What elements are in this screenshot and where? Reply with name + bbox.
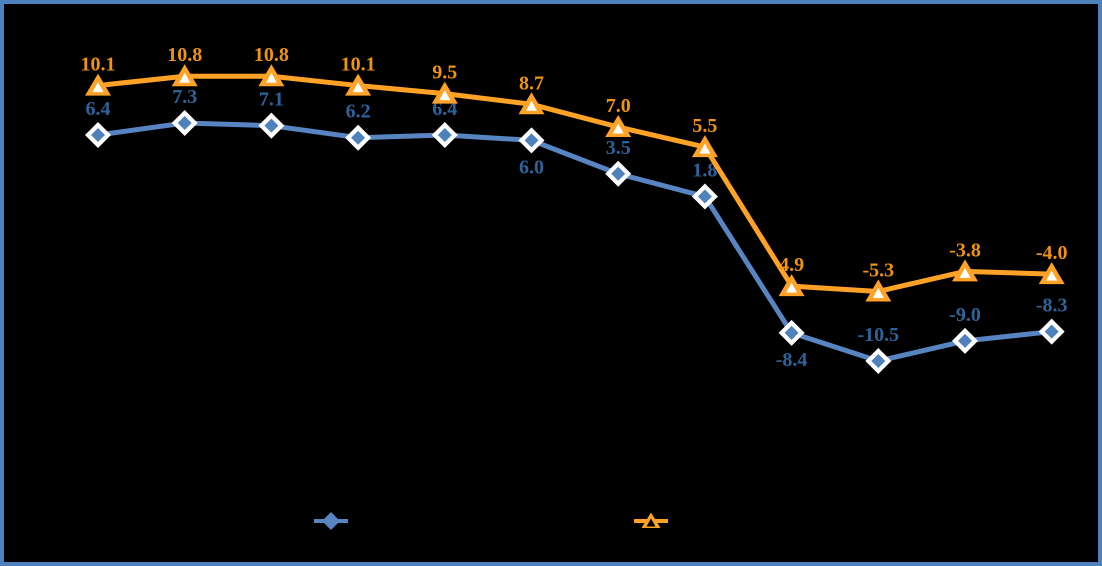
diamond-marker-inner-icon	[1044, 324, 1059, 339]
triangle-marker-inner-icon	[872, 287, 884, 298]
legend-item-orange-triangle-series	[634, 512, 668, 528]
data-label: -9.0	[949, 304, 981, 326]
data-label: 1.8	[692, 160, 717, 182]
triangle-marker-inner-icon	[699, 143, 711, 154]
diamond-marker-inner-icon	[177, 115, 192, 130]
diamond-marker-inner-icon	[697, 189, 712, 204]
legend-triangle-inner-icon	[646, 518, 656, 527]
data-label: 7.0	[606, 95, 631, 117]
diamond-marker-inner-icon	[611, 166, 626, 181]
data-label: 10.8	[167, 44, 202, 66]
data-label: 4.9	[779, 254, 804, 276]
legend-diamond-icon	[322, 512, 340, 530]
diamond-marker-inner-icon	[351, 130, 366, 145]
orange-triangle-series-line	[97, 73, 1052, 294]
data-label: -10.5	[857, 324, 899, 346]
data-label: 10.1	[341, 54, 376, 76]
triangle-marker-inner-icon	[612, 123, 624, 134]
diamond-marker-inner-icon	[437, 128, 452, 143]
triangle-marker-inner-icon	[439, 90, 451, 101]
data-label: 10.8	[254, 44, 289, 66]
triangle-marker-inner-icon	[526, 100, 537, 111]
data-label: -8.3	[1036, 295, 1068, 317]
data-label: 9.5	[432, 62, 457, 84]
data-label: 10.1	[81, 54, 116, 76]
diamond-marker-inner-icon	[264, 118, 279, 133]
legend-item-blue-diamond-series	[314, 512, 348, 530]
data-label: 7.1	[259, 89, 284, 111]
triangle-marker-inner-icon	[352, 82, 364, 93]
diamond-marker-inner-icon	[784, 325, 799, 340]
triangle-marker-inner-icon	[1046, 270, 1058, 281]
data-label: 6.0	[519, 156, 544, 178]
data-label: 3.5	[606, 137, 631, 159]
data-label: 8.7	[519, 72, 544, 94]
data-label: 5.5	[692, 115, 717, 137]
data-label: -5.3	[862, 259, 894, 281]
diamond-marker-inner-icon	[524, 133, 539, 148]
line-chart: 6.47.3 7.16.2 6.46.03.51.8-8.4-10.5-9.0 -8.…	[81, 44, 1068, 530]
triangle-marker-inner-icon	[92, 82, 104, 93]
data-label: -4.0	[1036, 242, 1068, 264]
triangle-marker-inner-icon	[786, 282, 798, 293]
data-label: -8.4	[776, 349, 808, 371]
data-label: 6.4	[86, 98, 111, 120]
triangle-marker-inner-icon	[179, 72, 191, 83]
data-label: 7.3	[172, 86, 197, 108]
triangle-marker-inner-icon	[265, 72, 277, 83]
data-label: 6.2	[346, 101, 371, 123]
diamond-marker-inner-icon	[91, 128, 105, 143]
triangle-marker-inner-icon	[959, 267, 971, 278]
blue-diamond-series-line	[97, 120, 1052, 364]
diamond-marker-inner-icon	[871, 353, 886, 368]
data-label: -3.8	[949, 239, 981, 261]
diamond-marker-inner-icon	[958, 333, 972, 348]
